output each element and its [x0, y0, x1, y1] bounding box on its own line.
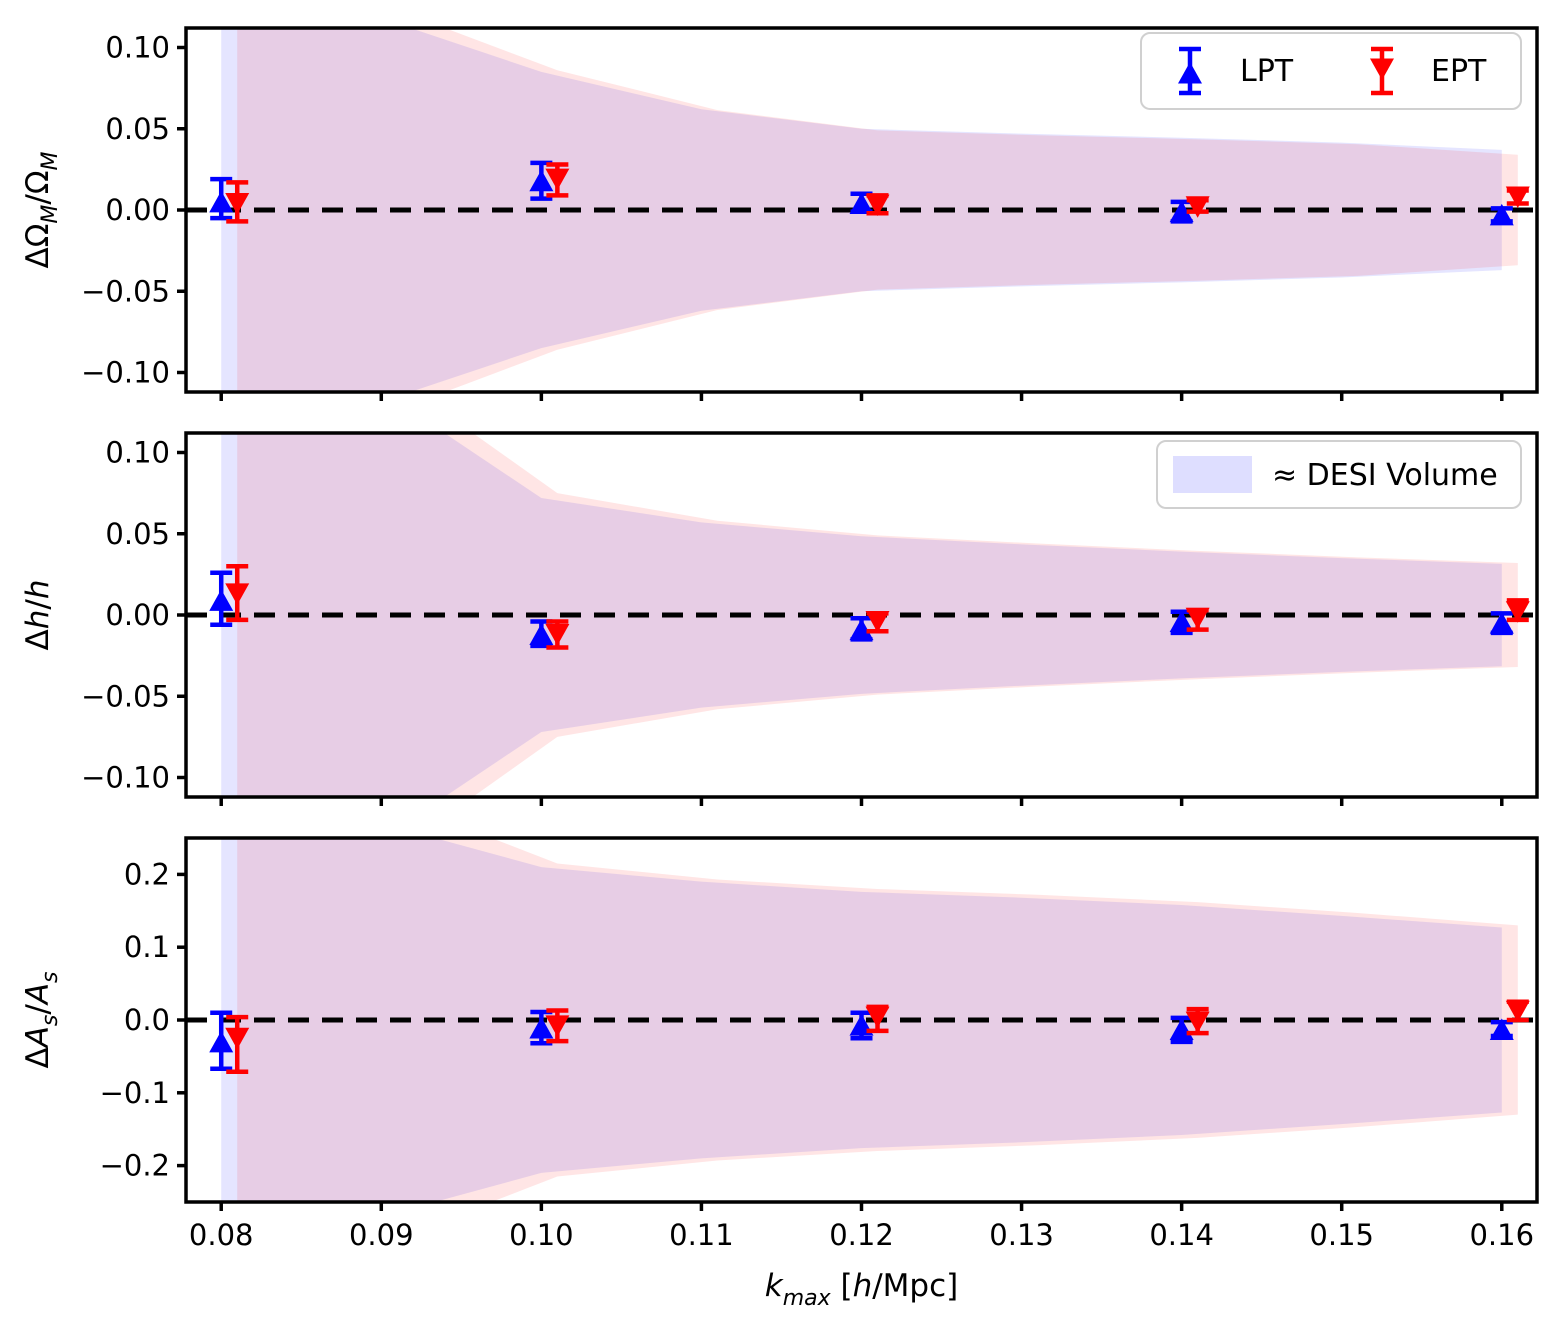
ept-marker — [1505, 1000, 1530, 1023]
y-tick-label: −0.05 — [81, 274, 170, 308]
legend-ept-marker-icon — [1370, 58, 1394, 80]
x-tick-label: 0.09 — [349, 1218, 414, 1252]
y-tick-label: 0.10 — [105, 31, 170, 65]
y-tick-label: 0.00 — [105, 598, 170, 632]
y-tick-label: 0.05 — [105, 112, 170, 146]
ept-marker — [545, 1015, 570, 1037]
lpt-marker — [849, 192, 874, 214]
y-tick-label: −0.10 — [81, 761, 170, 795]
legend-label-ept: EPT — [1431, 54, 1487, 89]
ept-marker — [1185, 1011, 1210, 1034]
lpt-marker — [209, 190, 234, 213]
x-tick-label: 0.12 — [829, 1218, 894, 1252]
x-tick-label: 0.16 — [1469, 1218, 1534, 1252]
legend-lpt-marker-icon — [1178, 62, 1202, 84]
band-legend: ≈ DESI Volume — [1156, 440, 1522, 509]
x-tick-label: 0.15 — [1309, 1218, 1374, 1252]
y-tick-label: 0.0 — [124, 1003, 170, 1037]
panel-2-y-axis-label: ΔAs/As — [20, 971, 63, 1068]
panel-0-plot-area — [186, 28, 1537, 392]
band-legend-frame — [1156, 440, 1522, 509]
lpt-marker — [529, 623, 554, 645]
lpt-marker — [849, 618, 874, 641]
y-tick-label: 0.05 — [105, 517, 170, 551]
desi-volume-patch-icon — [1173, 456, 1252, 493]
lpt-marker — [209, 589, 234, 611]
panel-1-y-axis-label: Δh/h — [20, 580, 56, 651]
lpt-marker — [1489, 612, 1514, 634]
ept-marker — [225, 583, 250, 605]
y-tick-label: 0.1 — [124, 930, 170, 964]
lpt-marker — [1489, 203, 1514, 226]
lpt-marker — [529, 169, 554, 192]
y-tick-label: 0.10 — [105, 436, 170, 470]
y-tick-label: 0.00 — [105, 193, 170, 227]
band-legend-label: ≈ DESI Volume — [1272, 458, 1498, 493]
ept-marker — [1505, 601, 1530, 623]
lpt-marker — [1169, 200, 1194, 223]
x-axis-label: kmax [h/Mpc] — [765, 1268, 959, 1311]
ept-marker — [865, 611, 890, 633]
y-tick-label: 0.2 — [124, 857, 170, 891]
ept-marker — [225, 193, 250, 215]
x-tick-label: 0.13 — [989, 1218, 1054, 1252]
x-tick-label: 0.08 — [189, 1218, 254, 1252]
lpt-marker — [529, 1017, 554, 1039]
series-legend-frame — [1140, 32, 1522, 110]
panel-1-plot-area — [186, 433, 1537, 797]
lpt-marker — [209, 1030, 234, 1053]
x-tick-label: 0.10 — [509, 1218, 574, 1252]
ept-marker — [1505, 186, 1530, 208]
panel-2-plot-area — [186, 838, 1537, 1202]
lpt-uncertainty-band — [221, 433, 1502, 797]
y-tick-label: −0.10 — [81, 356, 170, 390]
panel-0-y-axis-label: ΔΩM/ΩM — [20, 151, 63, 268]
ept-marker — [545, 624, 570, 646]
ept-marker — [225, 1027, 250, 1050]
y-tick-label: −0.05 — [81, 679, 170, 713]
ept-marker — [545, 168, 570, 191]
lpt-marker — [1169, 610, 1194, 632]
series-legend: LPT EPT — [1140, 32, 1522, 110]
lpt-marker — [1489, 1018, 1514, 1040]
ept-marker — [865, 194, 890, 217]
x-tick-label: 0.14 — [1149, 1218, 1214, 1252]
x-tick-label: 0.11 — [669, 1218, 734, 1252]
ept-marker — [865, 1006, 890, 1029]
legend-label-lpt: LPT — [1240, 54, 1294, 89]
ept-marker — [1185, 196, 1210, 218]
y-tick-label: −0.1 — [100, 1076, 170, 1110]
ept-marker — [1185, 607, 1210, 630]
y-tick-label: −0.2 — [100, 1149, 170, 1183]
